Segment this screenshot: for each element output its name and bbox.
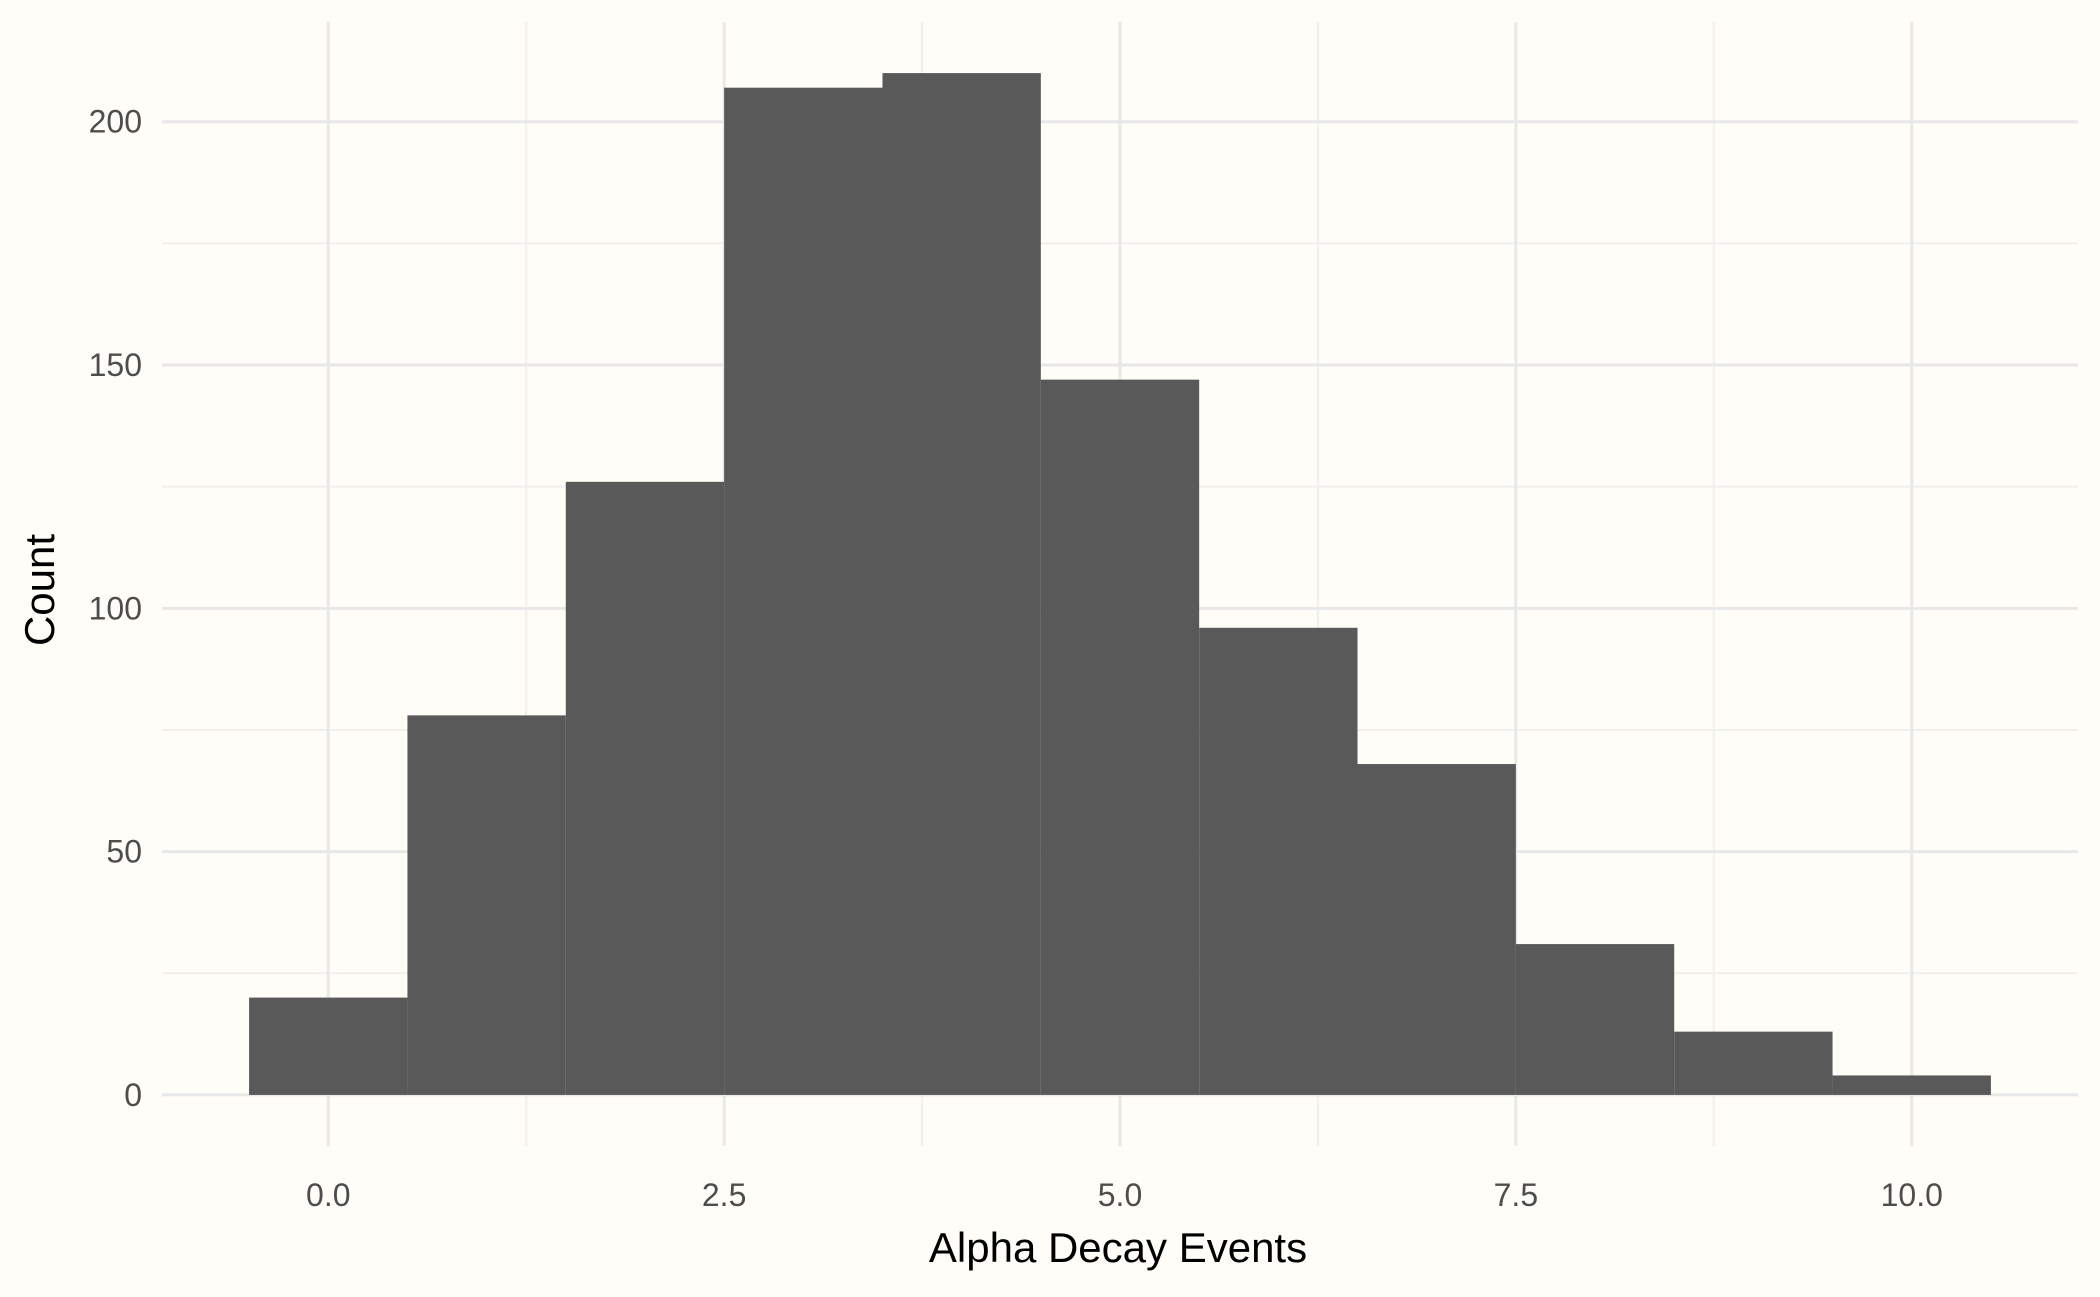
y-tick-label: 200 bbox=[89, 104, 142, 140]
y-axis-tick-labels: 0 50 100 150 200 bbox=[89, 104, 142, 1113]
y-tick-label: 50 bbox=[106, 834, 142, 870]
x-tick-label: 7.5 bbox=[1494, 1177, 1538, 1213]
x-axis-tick-labels: 0.0 2.5 5.0 7.5 10.0 bbox=[306, 1177, 1943, 1213]
histogram-bar bbox=[407, 715, 566, 1095]
histogram-bar bbox=[1199, 627, 1358, 1095]
histogram-bar bbox=[1674, 1031, 1833, 1095]
y-axis-title: Count bbox=[16, 534, 63, 646]
x-tick-label: 5.0 bbox=[1098, 1177, 1142, 1213]
histogram-bar bbox=[882, 73, 1041, 1095]
x-tick-label: 2.5 bbox=[702, 1177, 746, 1213]
histogram-bar bbox=[1357, 764, 1516, 1095]
y-tick-label: 0 bbox=[124, 1077, 142, 1113]
y-tick-label: 150 bbox=[89, 347, 142, 383]
x-tick-label: 10.0 bbox=[1881, 1177, 1943, 1213]
histogram-bar bbox=[249, 997, 408, 1095]
histogram-bars bbox=[249, 73, 1991, 1095]
histogram-bar bbox=[1040, 379, 1200, 1095]
histogram-bar bbox=[724, 87, 883, 1095]
histogram-bar bbox=[565, 481, 725, 1095]
y-tick-label: 100 bbox=[89, 590, 142, 626]
x-axis-title: Alpha Decay Events bbox=[929, 1224, 1307, 1271]
x-tick-label: 0.0 bbox=[306, 1177, 350, 1213]
histogram-bar bbox=[1515, 944, 1675, 1095]
histogram-bar bbox=[1832, 1075, 1991, 1095]
